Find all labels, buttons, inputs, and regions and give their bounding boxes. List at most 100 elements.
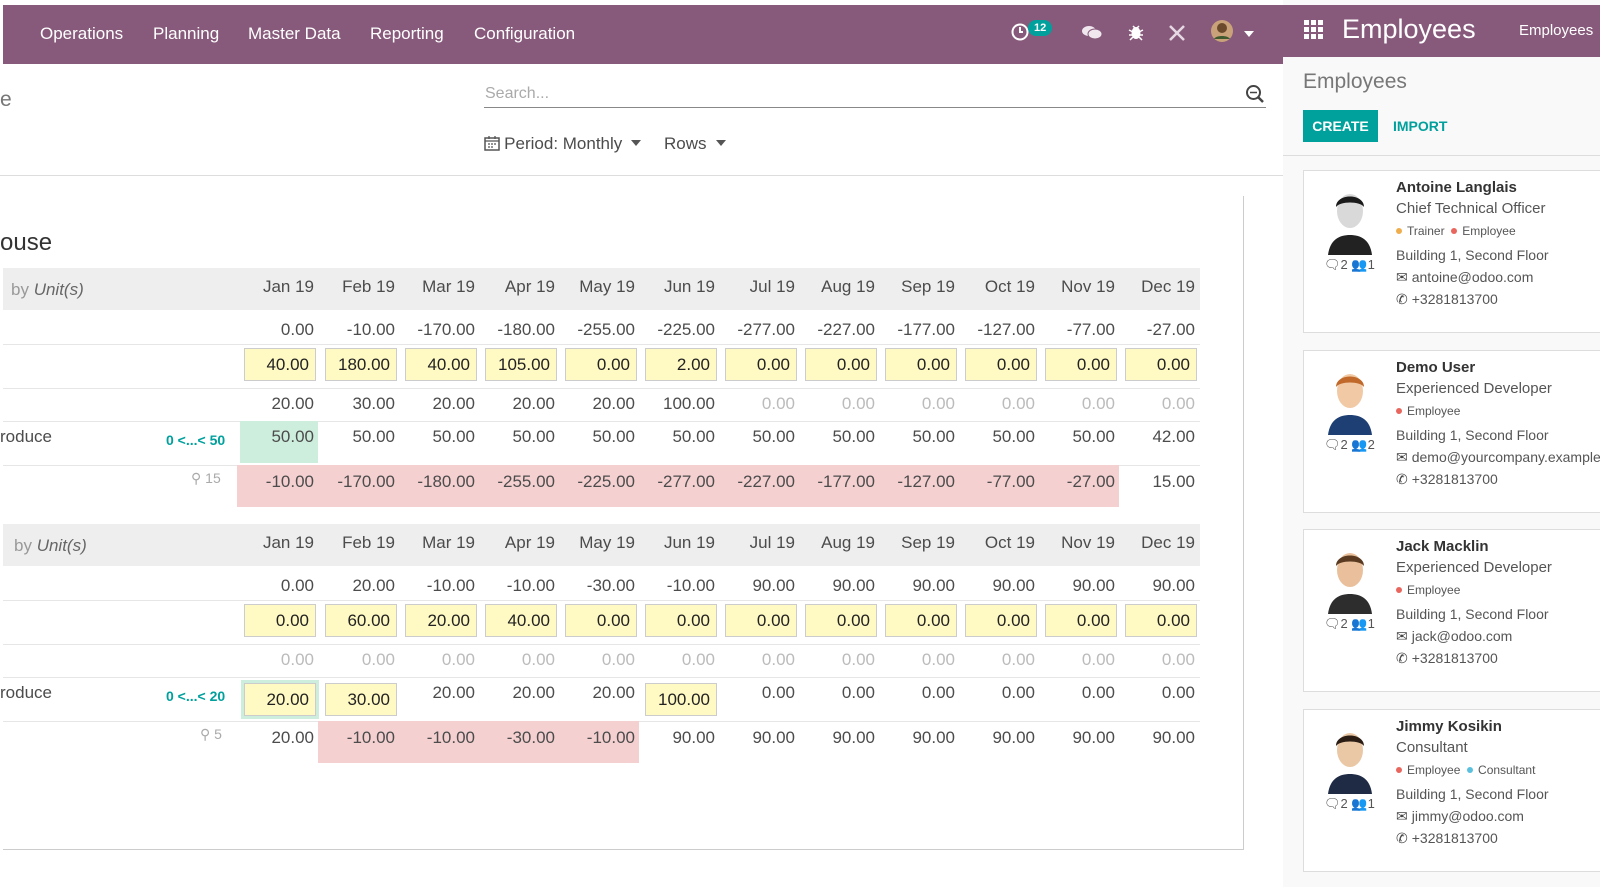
activity-clock-icon[interactable] <box>1010 22 1030 47</box>
menu-planning[interactable]: Planning <box>153 24 220 43</box>
indirect-demand-cell: 20.00 <box>512 394 555 413</box>
to-produce-cell[interactable]: 50.00 <box>1072 427 1115 446</box>
employee-name[interactable]: Antoine Langlais <box>1396 179 1517 196</box>
search-input[interactable] <box>484 81 1266 108</box>
menu-reporting[interactable]: Reporting <box>370 24 444 43</box>
to-produce-cell[interactable]: 50.00 <box>752 427 795 446</box>
min-max-link[interactable]: 0 <...< 20 <box>166 688 226 704</box>
uom-label: by Unit(s) <box>11 280 84 299</box>
negative-stock-highlight <box>638 465 719 507</box>
phone-icon: ✆ <box>1396 291 1408 307</box>
create-button[interactable]: CREATE <box>1303 110 1378 142</box>
forecast-stock-cell: 20.00 <box>271 728 314 747</box>
demand-input[interactable]: 40.00 <box>485 604 557 637</box>
chat-icon[interactable] <box>1081 24 1103 47</box>
employee-name[interactable]: Demo User <box>1396 359 1476 376</box>
demand-input[interactable]: 40.00 <box>244 348 316 381</box>
demand-input[interactable]: 0.00 <box>725 604 797 637</box>
to-produce-cell[interactable]: 50.00 <box>352 427 395 446</box>
user-menu-caret-icon[interactable] <box>1244 31 1254 37</box>
month-header-row <box>3 524 1200 566</box>
employee-card[interactable]: 🗨2 👥1 Antoine Langlais Chief Technical O… <box>1303 170 1600 333</box>
demand-input[interactable]: 0.00 <box>565 604 637 637</box>
demand-input[interactable]: 180.00 <box>325 348 397 381</box>
to-produce-cell[interactable]: 0.00 <box>1081 683 1115 702</box>
to-produce-cell[interactable]: 0.00 <box>1001 683 1035 702</box>
to-produce-cell[interactable]: 50.00 <box>832 427 875 446</box>
demand-input[interactable]: 0.00 <box>885 604 957 637</box>
envelope-icon: ✉ <box>1396 808 1408 824</box>
search-icon[interactable] <box>1245 84 1265 109</box>
demand-input[interactable]: 0.00 <box>885 348 957 381</box>
menu-master-data[interactable]: Master Data <box>248 24 341 43</box>
menu-employees[interactable]: Employees <box>1519 22 1594 39</box>
negative-stock-highlight <box>237 465 318 507</box>
produce-input[interactable]: 30.00 <box>325 683 397 716</box>
import-button[interactable]: IMPORT <box>1393 118 1448 134</box>
forecast-stock-cell: -227.00 <box>737 472 795 491</box>
forecast-cell: 20.00 <box>352 576 395 595</box>
to-produce-cell[interactable]: 50.00 <box>592 427 635 446</box>
forecast-stock-cell: -77.00 <box>986 472 1035 491</box>
to-produce-cell[interactable]: 0.00 <box>841 683 875 702</box>
demand-input[interactable]: 0.00 <box>645 604 717 637</box>
to-produce-cell[interactable]: 0.00 <box>761 683 795 702</box>
demand-input[interactable]: 0.00 <box>244 604 316 637</box>
to-produce-cell[interactable]: 50.00 <box>912 427 955 446</box>
month-header: Oct 19 <box>984 277 1035 296</box>
comments-icon: 🗨 <box>1324 437 1341 452</box>
to-produce-cell[interactable]: 0.00 <box>1161 683 1195 702</box>
demand-input[interactable]: 0.00 <box>725 348 797 381</box>
negative-stock-highlight <box>798 465 879 507</box>
to-produce-cell[interactable]: 50.00 <box>672 427 715 446</box>
demand-input[interactable]: 105.00 <box>485 348 557 381</box>
demand-input[interactable]: 0.00 <box>565 348 637 381</box>
warehouse-title: ouse <box>0 229 53 256</box>
demand-input[interactable]: 20.00 <box>405 604 477 637</box>
employee-card[interactable]: 🗨2 👥1 Jimmy Kosikin Consultant Employee … <box>1303 709 1600 872</box>
to-produce-cell[interactable]: 20.00 <box>432 683 475 702</box>
forecast-stock-cell: 90.00 <box>992 728 1035 747</box>
to-produce-cell[interactable]: 0.00 <box>921 683 955 702</box>
employee-name[interactable]: Jimmy Kosikin <box>1396 718 1502 735</box>
demand-input[interactable]: 0.00 <box>805 604 877 637</box>
demand-input[interactable]: 0.00 <box>965 604 1037 637</box>
to-produce-cell[interactable]: 50.00 <box>512 427 555 446</box>
demand-input[interactable]: 2.00 <box>645 348 717 381</box>
demand-input[interactable]: 0.00 <box>1125 348 1197 381</box>
demand-input[interactable]: 40.00 <box>405 348 477 381</box>
apps-grid-icon[interactable] <box>1304 20 1324 45</box>
indirect-demand-cell: 0.00 <box>921 394 955 413</box>
demand-input[interactable]: 0.00 <box>965 348 1037 381</box>
employee-phone: ✆ +3281813700 <box>1396 830 1498 846</box>
to-produce-cell[interactable]: 50.00 <box>432 427 475 446</box>
to-produce-cell[interactable]: 20.00 <box>592 683 635 702</box>
to-produce-cell[interactable]: 50.00 <box>992 427 1035 446</box>
menu-operations[interactable]: Operations <box>40 24 124 43</box>
employee-location: Building 1, Second Floor <box>1396 786 1549 802</box>
forecast-cell: -10.00 <box>506 576 555 595</box>
demand-input[interactable]: 0.00 <box>1125 604 1197 637</box>
menu-configuration[interactable]: Configuration <box>474 24 576 43</box>
rows-dropdown[interactable]: Rows <box>664 134 726 154</box>
produce-input[interactable]: 100.00 <box>645 683 717 716</box>
tools-icon[interactable] <box>1168 24 1186 47</box>
divider <box>3 644 1200 645</box>
indirect-demand-cell: 20.00 <box>271 394 314 413</box>
produce-input[interactable]: 20.00 <box>241 680 319 719</box>
period-dropdown[interactable]: Period: Monthly <box>484 134 642 154</box>
to-produce-cell[interactable]: 50.00 <box>271 427 314 446</box>
employee-card[interactable]: 🗨2 👥1 Jack Macklin Experienced Developer… <box>1303 529 1600 692</box>
min-max-link[interactable]: 0 <...< 50 <box>166 432 226 448</box>
debug-bug-icon[interactable] <box>1128 23 1144 46</box>
demand-input[interactable]: 0.00 <box>1045 604 1117 637</box>
demand-input[interactable]: 60.00 <box>325 604 397 637</box>
to-produce-cell[interactable]: 42.00 <box>1152 427 1195 446</box>
employee-card[interactable]: 🗨2 👥2 Demo User Experienced Developer Em… <box>1303 350 1600 513</box>
demand-input[interactable]: 0.00 <box>805 348 877 381</box>
to-produce-cell[interactable]: 20.00 <box>512 683 555 702</box>
employee-name[interactable]: Jack Macklin <box>1396 538 1489 555</box>
user-avatar[interactable] <box>1210 19 1234 48</box>
forecast-cell: -225.00 <box>657 320 715 339</box>
demand-input[interactable]: 0.00 <box>1045 348 1117 381</box>
